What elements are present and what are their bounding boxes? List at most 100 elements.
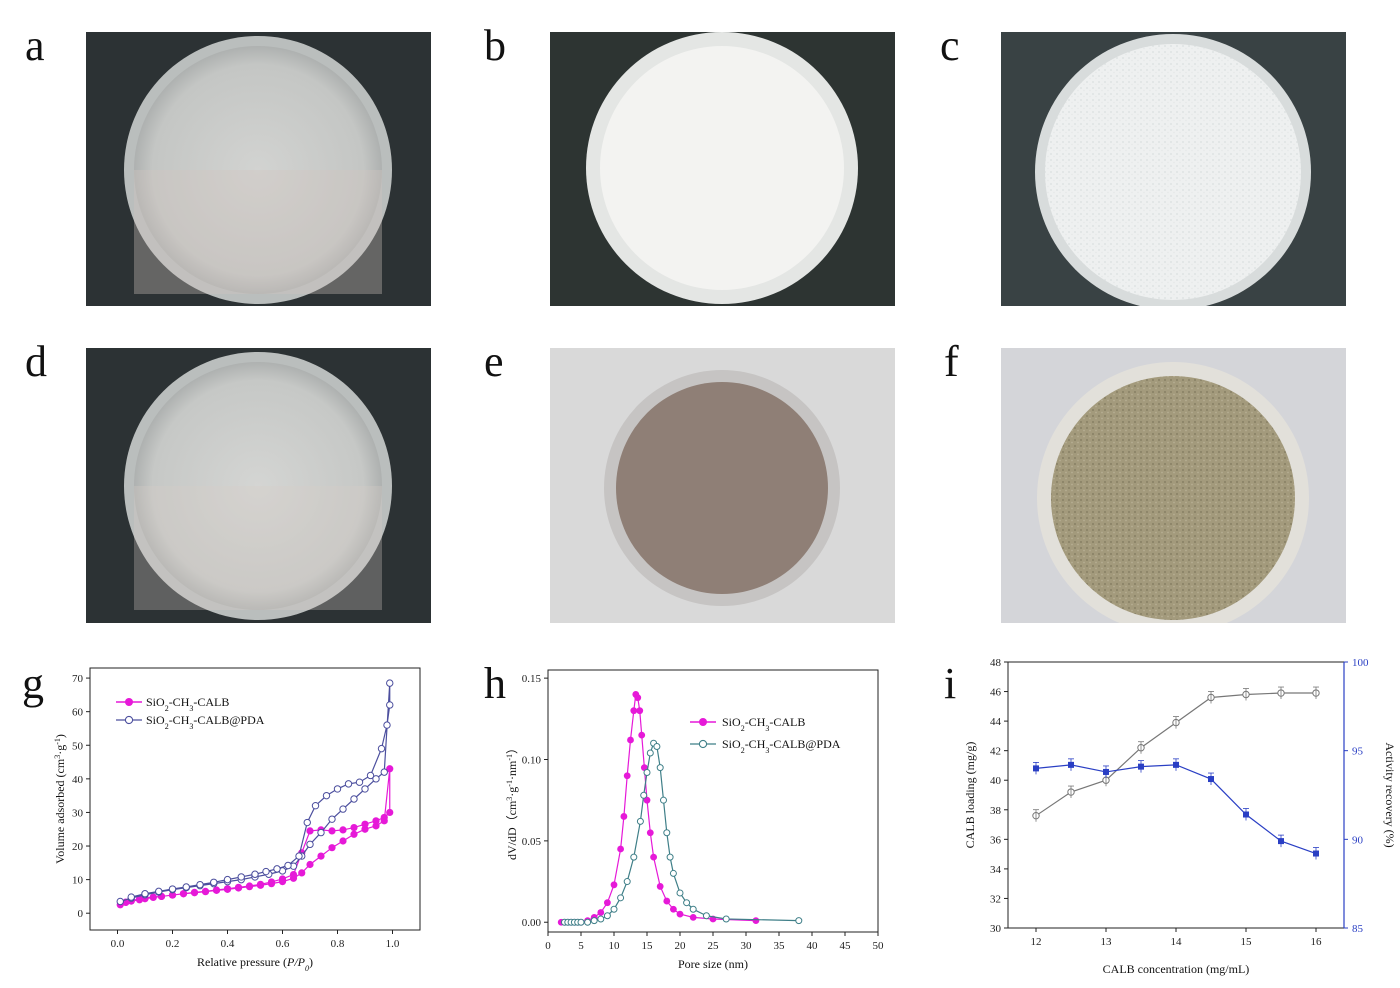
data-point xyxy=(689,905,697,913)
data-point xyxy=(603,912,611,920)
legend: SiO2-CH3-CALB SiO2-CH3-CALB@PDA xyxy=(116,695,265,731)
photo-brown-suspension-dish xyxy=(550,348,895,623)
data-point xyxy=(127,893,135,901)
data-point xyxy=(278,875,287,883)
x-tick-label: 30 xyxy=(741,940,753,952)
panel-label-g: g xyxy=(22,659,44,708)
data-point xyxy=(350,795,358,803)
data-point xyxy=(328,844,336,852)
data-point xyxy=(262,867,270,876)
data-point xyxy=(328,827,336,835)
legend-marker-pda xyxy=(124,715,134,725)
data-point xyxy=(676,889,684,897)
data-point xyxy=(372,817,380,825)
y-right-tick-label: 85 xyxy=(1352,923,1364,935)
y-right-tick-label: 100 xyxy=(1352,657,1369,669)
x-tick-label: 20 xyxy=(675,940,687,952)
y-tick-label: 48 xyxy=(990,657,1002,669)
series-line xyxy=(120,768,391,906)
plot-frame xyxy=(89,667,421,931)
y-tick-label: 34 xyxy=(990,864,1002,876)
data-point xyxy=(339,805,347,813)
y-tick-label: 44 xyxy=(990,716,1002,728)
data-point xyxy=(646,749,654,757)
data-point xyxy=(149,893,157,901)
x-tick-label: 45 xyxy=(840,940,852,952)
series-line xyxy=(1035,764,1317,855)
data-point xyxy=(683,899,691,907)
data-point xyxy=(361,785,369,793)
data-point xyxy=(322,791,331,800)
x-tick-label: 0.0 xyxy=(111,938,125,950)
y-tick-label: 50 xyxy=(72,740,84,752)
data-point xyxy=(361,825,369,833)
data-point xyxy=(168,885,177,893)
panel-label-f: f xyxy=(944,337,959,386)
data-point xyxy=(196,880,204,889)
data-point xyxy=(386,679,394,687)
x-tick-label: 10 xyxy=(609,940,621,952)
plot-frame xyxy=(547,669,879,933)
series-0 xyxy=(1032,686,1320,822)
data-point xyxy=(650,853,657,861)
data-point xyxy=(597,915,605,923)
y-tick-label: 0.10 xyxy=(522,755,542,767)
x-tick-label: 0 xyxy=(545,940,551,952)
y-tick-label: 30 xyxy=(72,807,84,819)
x-tick-label: 50 xyxy=(873,940,885,952)
data-point xyxy=(179,890,188,898)
data-point xyxy=(610,905,618,913)
y-tick-label: 46 xyxy=(990,687,1002,699)
data-point xyxy=(223,885,232,893)
data-point xyxy=(295,852,303,860)
photo-clear-liquid-dish xyxy=(86,32,431,306)
panel-label-c: c xyxy=(940,21,960,70)
x-tick-label: 0.6 xyxy=(276,938,290,950)
data-point xyxy=(116,897,124,906)
y-tick-label: 0.05 xyxy=(522,836,542,848)
data-point xyxy=(380,813,388,822)
data-point xyxy=(617,894,625,902)
legend-marker-calb xyxy=(699,718,707,726)
y-axis-title-left: CALB loading (mg/g) xyxy=(963,742,977,849)
y-axis-title: Volume adsorbed (cm3·g-1) xyxy=(53,734,68,864)
data-point xyxy=(372,822,380,830)
y-right-tick-label: 95 xyxy=(1352,746,1364,758)
series-0 xyxy=(116,765,394,909)
data-point xyxy=(267,878,276,886)
data-point xyxy=(306,840,314,849)
data-point xyxy=(317,828,325,837)
data-point xyxy=(663,897,671,905)
data-point xyxy=(366,771,375,780)
data-point xyxy=(630,853,638,861)
panel-label-d: d xyxy=(25,337,47,386)
x-tick-label: 0.8 xyxy=(331,938,345,950)
data-point xyxy=(245,882,254,890)
photo-white-emulsion-dish xyxy=(550,32,895,306)
data-point xyxy=(311,802,320,810)
data-point xyxy=(372,775,380,783)
data-point xyxy=(383,721,391,729)
data-point xyxy=(306,827,314,835)
data-point xyxy=(656,883,664,890)
y-right-tick-label: 90 xyxy=(1352,834,1364,846)
data-point xyxy=(168,891,177,899)
data-point xyxy=(656,764,664,772)
data-point xyxy=(584,918,592,926)
y-tick-label: 0.15 xyxy=(522,673,542,685)
series-1 xyxy=(1033,758,1319,860)
photo-clear-liquid-dish-2 xyxy=(86,348,431,623)
data-point xyxy=(303,818,311,827)
data-point xyxy=(377,744,386,753)
x-tick-label: 0.4 xyxy=(221,938,235,950)
data-point xyxy=(333,785,342,793)
chart-g-isotherm: 0 10 20 30 40 50 60 70 0.0 0.2 0.4 0.6 0.8 1.0 SiO2-… xyxy=(53,667,421,973)
y-tick-label: 60 xyxy=(72,707,84,719)
y-axis-title: dV/dD（cm3·g-1·nm-1） xyxy=(505,742,520,860)
data-point xyxy=(256,880,265,888)
data-point xyxy=(284,861,292,870)
x-tick-label: 5 xyxy=(578,940,584,952)
data-point xyxy=(212,886,221,894)
data-point xyxy=(689,913,697,921)
data-point xyxy=(590,917,598,925)
